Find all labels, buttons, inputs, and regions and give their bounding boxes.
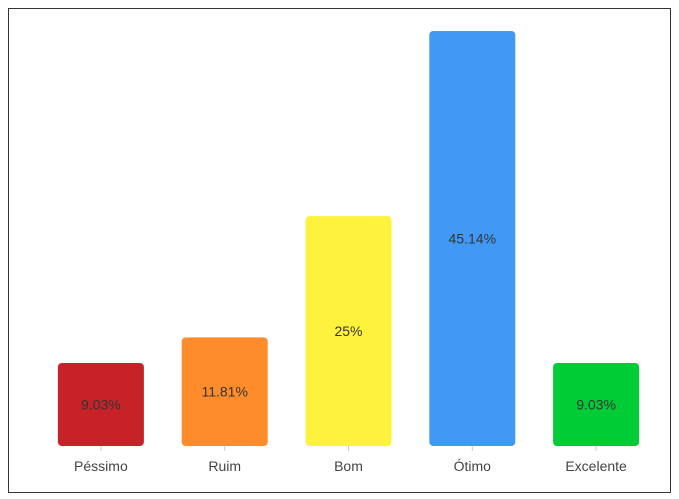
category-label-otimo: Ótimo bbox=[454, 458, 492, 474]
category-label-excelente: Excelente bbox=[565, 458, 627, 474]
data-label-pessimo: 9.03% bbox=[81, 396, 121, 412]
ticks-layer bbox=[100, 446, 597, 451]
category-label-ruim: Ruim bbox=[208, 458, 241, 474]
bar-ruim bbox=[181, 337, 268, 446]
categories-layer: Péssimo Ruim Bom Ótimo Excelente bbox=[74, 458, 627, 474]
data-label-bom: 25% bbox=[334, 323, 362, 339]
data-label-ruim: 11.81% bbox=[201, 384, 247, 400]
bar-excelente bbox=[553, 362, 640, 446]
category-label-pessimo: Péssimo bbox=[74, 458, 128, 474]
data-label-otimo: 45.14% bbox=[449, 231, 496, 247]
bar-otimo bbox=[429, 31, 516, 446]
bar-bom bbox=[305, 216, 392, 446]
labels-layer: 9.03% 11.81% 25% 45.14% 9.03% bbox=[81, 231, 616, 413]
bars-layer bbox=[57, 31, 640, 446]
category-label-bom: Bom bbox=[334, 458, 363, 474]
bar-pessimo bbox=[57, 362, 144, 446]
data-label-excelente: 9.03% bbox=[576, 396, 616, 412]
